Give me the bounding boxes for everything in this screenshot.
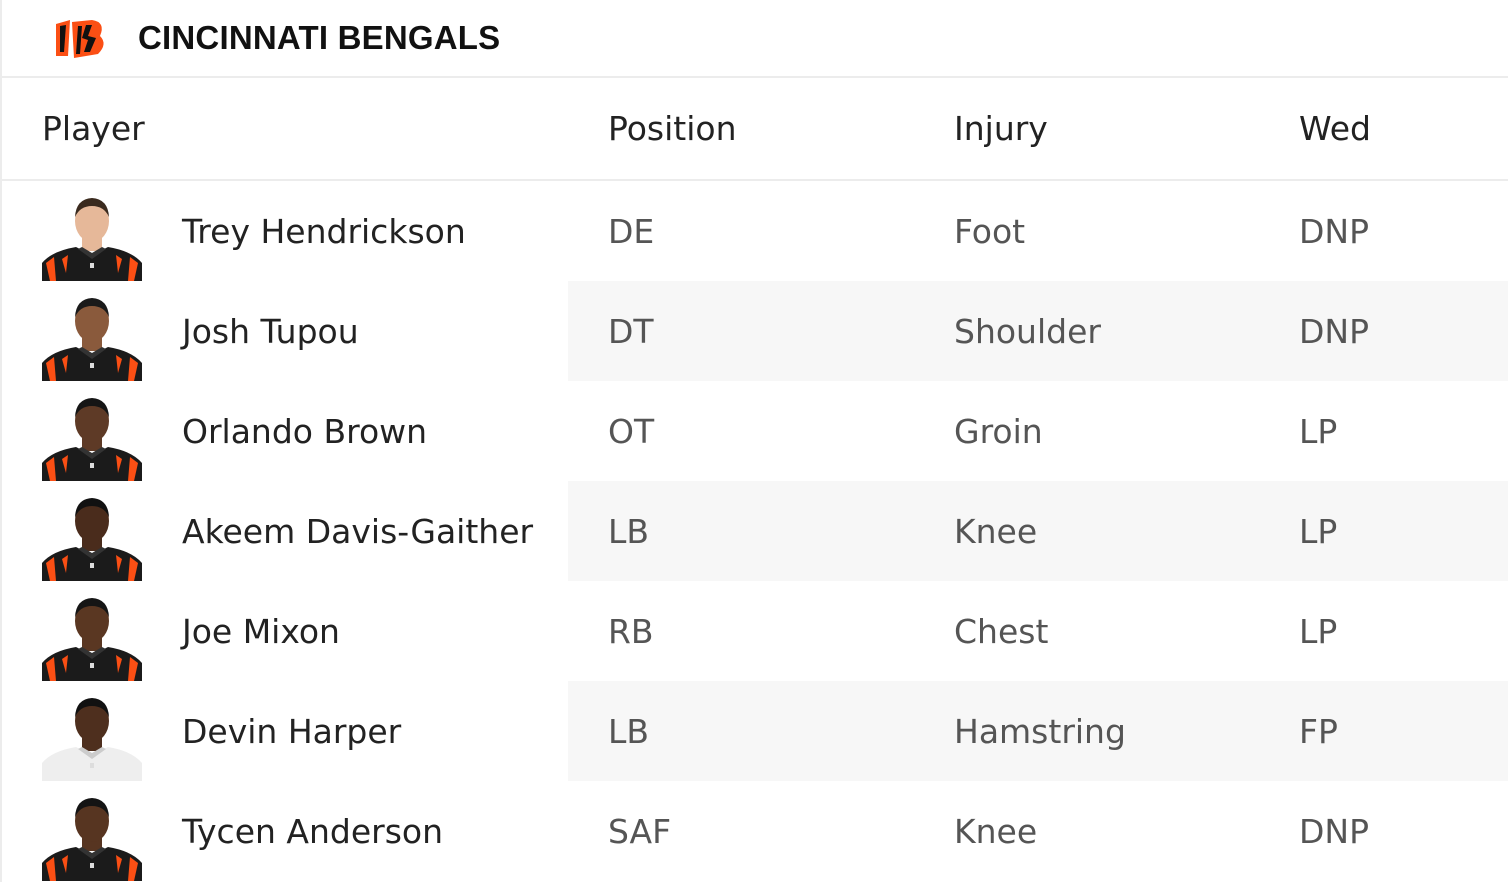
player-position: DT — [608, 311, 654, 351]
player-wed-status: LP — [1299, 611, 1338, 651]
table-row[interactable]: Josh Tupou DT Shoulder DNP — [2, 281, 1508, 381]
player-injury: Hamstring — [954, 711, 1126, 751]
player-injury: Knee — [954, 811, 1038, 851]
player-wed-status: DNP — [1299, 311, 1369, 351]
column-header-wed[interactable]: Wed — [1299, 109, 1371, 148]
player-position: SAF — [608, 811, 672, 851]
column-header-position[interactable]: Position — [608, 109, 737, 148]
table-row[interactable]: Trey Hendrickson DE Foot DNP — [2, 181, 1508, 281]
player-headshot-icon[interactable] — [42, 193, 142, 281]
row-shade — [568, 681, 1508, 781]
player-injury: Shoulder — [954, 311, 1101, 351]
player-name[interactable]: Josh Tupou — [182, 311, 359, 351]
player-position: RB — [608, 611, 654, 651]
table-header: Player Position Injury Wed — [2, 78, 1508, 181]
player-name[interactable]: Joe Mixon — [182, 611, 340, 651]
player-injury: Knee — [954, 511, 1038, 551]
column-header-injury[interactable]: Injury — [954, 109, 1048, 148]
player-position: DE — [608, 211, 655, 251]
team-header: CINCINNATI BENGALS — [2, 0, 1508, 78]
player-injury: Foot — [954, 211, 1026, 251]
player-injury: Groin — [954, 411, 1043, 451]
table-row[interactable]: Joe Mixon RB Chest LP — [2, 581, 1508, 681]
player-position: LB — [608, 711, 650, 751]
player-wed-status: FP — [1299, 711, 1338, 751]
player-name[interactable]: Trey Hendrickson — [182, 211, 466, 251]
player-injury: Chest — [954, 611, 1049, 651]
team-name: CINCINNATI BENGALS — [138, 19, 501, 56]
player-headshot-icon[interactable] — [42, 293, 142, 381]
player-wed-status: DNP — [1299, 211, 1369, 251]
bengals-logo-icon — [56, 20, 104, 58]
table-row[interactable]: Akeem Davis-Gaither LB Knee LP — [2, 481, 1508, 581]
player-headshot-icon[interactable] — [42, 493, 142, 581]
player-headshot-icon[interactable] — [42, 693, 142, 781]
player-table-body: Trey Hendrickson DE Foot DNP Josh Tupou DT Sho… — [2, 181, 1508, 881]
player-wed-status: LP — [1299, 411, 1338, 451]
table-row[interactable]: Tycen Anderson SAF Knee DNP — [2, 781, 1508, 881]
player-headshot-icon[interactable] — [42, 593, 142, 681]
player-name[interactable]: Tycen Anderson — [182, 811, 444, 851]
player-position: LB — [608, 511, 650, 551]
player-name[interactable]: Devin Harper — [182, 711, 402, 751]
player-headshot-icon[interactable] — [42, 793, 142, 881]
row-shade — [568, 281, 1508, 381]
row-shade — [568, 481, 1508, 581]
player-name[interactable]: Orlando Brown — [182, 411, 428, 451]
table-row[interactable]: Devin Harper LB Hamstring FP — [2, 681, 1508, 781]
player-wed-status: DNP — [1299, 811, 1369, 851]
column-header-player[interactable]: Player — [42, 109, 145, 148]
player-name[interactable]: Akeem Davis-Gaither — [182, 511, 534, 551]
table-row[interactable]: Orlando Brown OT Groin LP — [2, 381, 1508, 481]
player-position: OT — [608, 411, 655, 451]
player-wed-status: LP — [1299, 511, 1338, 551]
player-headshot-icon[interactable] — [42, 393, 142, 481]
